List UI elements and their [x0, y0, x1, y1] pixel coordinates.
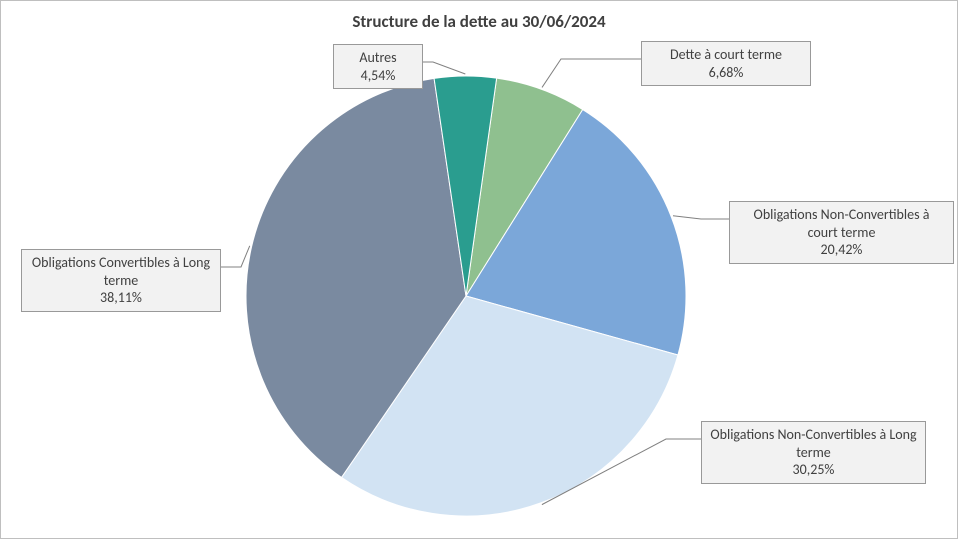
slice-label: Obligations Convertibles à Long terme38,…	[21, 249, 221, 312]
slice-label-name: Obligations Non-Convertibles à court ter…	[738, 206, 945, 241]
slice-label: Dette à court terme6,68%	[641, 41, 811, 86]
slice-label: Obligations Non-Convertibles à court ter…	[729, 201, 954, 264]
slice-label-percent: 38,11%	[30, 289, 212, 307]
slice-label-name: Obligations Non-Convertibles à Long term…	[710, 426, 917, 461]
slice-label-percent: 6,68%	[650, 64, 802, 82]
chart-frame: Structure de la dette au 30/06/2024 Dett…	[0, 0, 958, 539]
slice-label-percent: 20,42%	[738, 241, 945, 259]
slice-label-name: Obligations Convertibles à Long terme	[30, 254, 212, 289]
slice-label-percent: 4,54%	[342, 67, 414, 85]
slice-label-name: Dette à court terme	[650, 46, 802, 64]
slice-label-percent: 30,25%	[710, 461, 917, 479]
slice-label-name: Autres	[342, 49, 414, 67]
slice-label: Obligations Non-Convertibles à Long term…	[701, 421, 926, 484]
slice-label: Autres4,54%	[333, 44, 423, 89]
